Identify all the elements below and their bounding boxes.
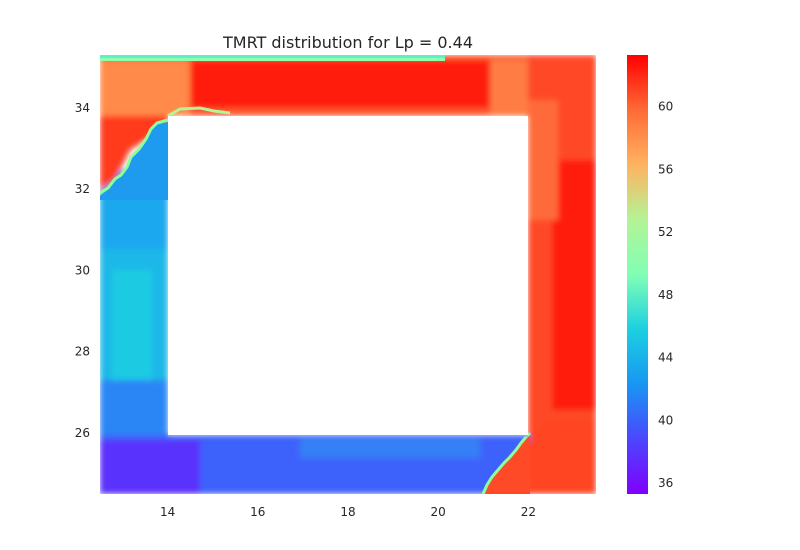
colorbar-tick-label-48: 48 [658, 288, 673, 302]
region-northwest-edge [100, 118, 169, 195]
region-northwest-boundary [100, 122, 168, 200]
colorbar-tick-label-52: 52 [658, 225, 673, 239]
region-north-edge [167, 106, 231, 118]
region-south-lighter [300, 438, 480, 458]
region-southwest-corner [100, 440, 200, 494]
x-tick-label-22: 22 [521, 505, 536, 519]
region-west-lower [100, 380, 168, 440]
x-tick-label-20: 20 [431, 505, 446, 519]
colorbar-tick-label-60: 60 [658, 100, 673, 114]
region-southeast-boundary [485, 436, 530, 494]
colorbar-tick-label-56: 56 [658, 162, 673, 176]
colorbar [627, 55, 648, 494]
region-north-top-strip [100, 55, 445, 60]
colorbar-tick-label-40: 40 [658, 413, 673, 427]
colorbar-ticks: 36 40 44 48 52 56 60 [658, 100, 673, 490]
region-north-warm-left [100, 60, 190, 116]
region-east-hot-core [552, 160, 596, 410]
colorbar-tick-label-44: 44 [658, 351, 673, 365]
region-south-edge [168, 434, 528, 437]
y-axis-ticks: 26 28 30 32 34 [75, 101, 90, 440]
y-tick-label-32: 32 [75, 182, 90, 196]
region-west-teal-core [112, 270, 152, 380]
y-tick-label-28: 28 [75, 345, 90, 359]
x-tick-label-14: 14 [160, 505, 175, 519]
x-tick-label-16: 16 [250, 505, 265, 519]
masked-building-region [168, 116, 528, 435]
x-axis-ticks: 14 16 18 20 22 [160, 505, 536, 519]
region-southeast-edge [481, 431, 532, 494]
chart-title: TMRT distribution for Lp = 0.44 [222, 33, 473, 52]
y-tick-label-30: 30 [75, 263, 90, 277]
region-north-hot-core [180, 60, 500, 108]
y-tick-label-34: 34 [75, 101, 90, 115]
x-tick-label-18: 18 [340, 505, 355, 519]
colorbar-tick-label-36: 36 [658, 476, 673, 490]
region-east-upper [528, 100, 558, 220]
region-north-top-strip-2 [100, 58, 445, 61]
y-tick-label-26: 26 [75, 426, 90, 440]
heatmap-field [100, 55, 596, 494]
